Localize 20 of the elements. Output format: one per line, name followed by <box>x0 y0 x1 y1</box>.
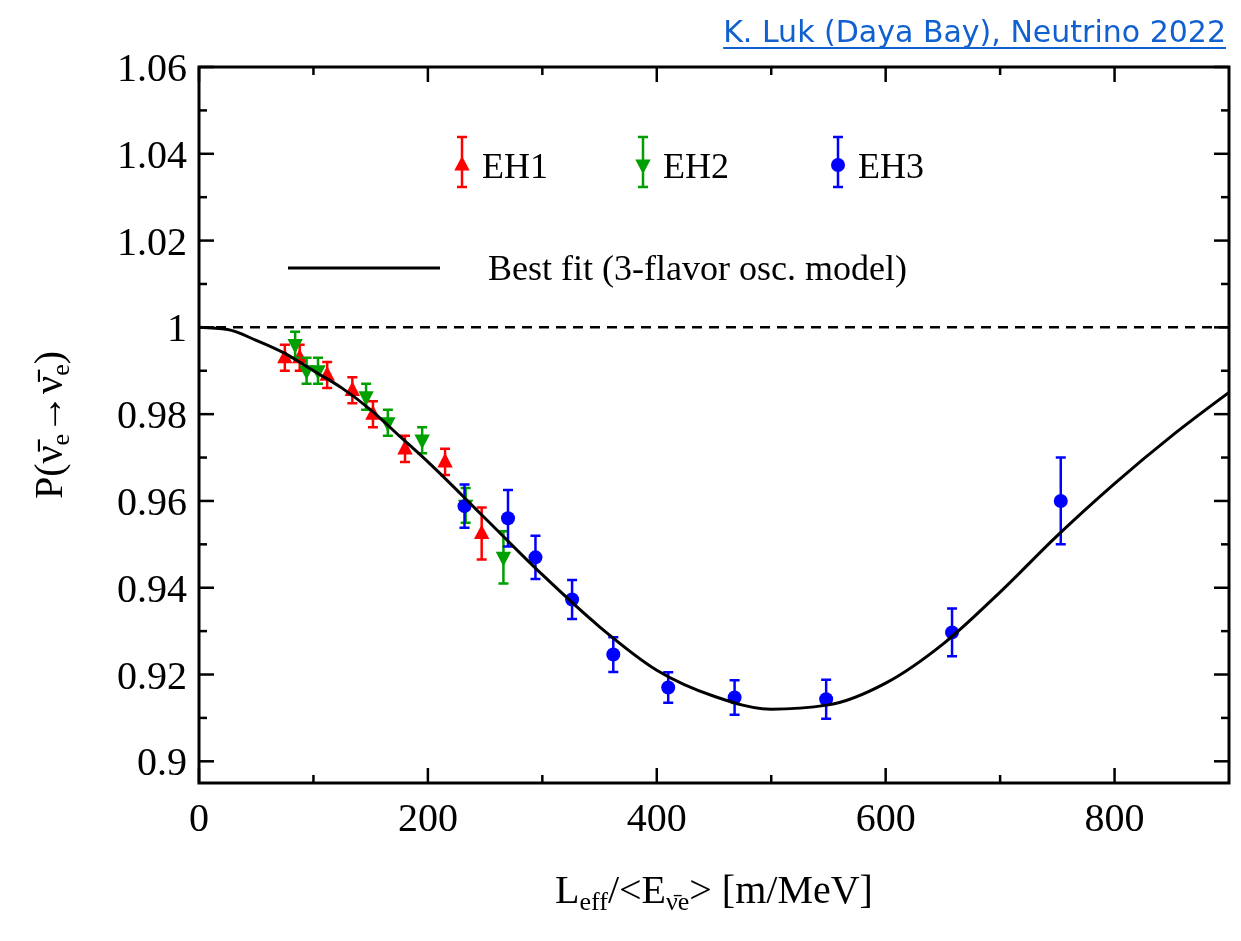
legend-label: EH2 <box>663 146 729 186</box>
x-tick-label: 400 <box>626 795 687 840</box>
y-tick-label: 1.06 <box>117 45 187 90</box>
y-tick-label: 1 <box>167 305 187 351</box>
y-tick-label: 0.9 <box>137 739 187 785</box>
y-tick-label: 1.02 <box>117 218 187 264</box>
x-axis-title: L$_{eff}$/<E$_{ν̄e}$> [m/MeV] <box>555 867 873 916</box>
x-tick-label: 0 <box>189 795 209 840</box>
y-tick-label: 0.94 <box>117 565 187 611</box>
x-tick-label: 800 <box>1084 795 1145 840</box>
y-tick-label: 0.98 <box>117 392 187 438</box>
x-tick-label: 600 <box>855 795 916 840</box>
text: K. Luk (Daya Bay), Neutrino 2022 <box>723 14 1226 49</box>
y-tick-label: 0.92 <box>117 652 187 698</box>
x-tick-label: 200 <box>397 795 458 840</box>
y-tick-label: 1.04 <box>117 131 187 177</box>
legend-label: EH3 <box>858 146 924 186</box>
legend-label: Best fit (3-flavor osc. model) <box>488 248 907 288</box>
y-tick-label: 0.96 <box>117 478 187 524</box>
legend-label: EH1 <box>482 146 548 186</box>
